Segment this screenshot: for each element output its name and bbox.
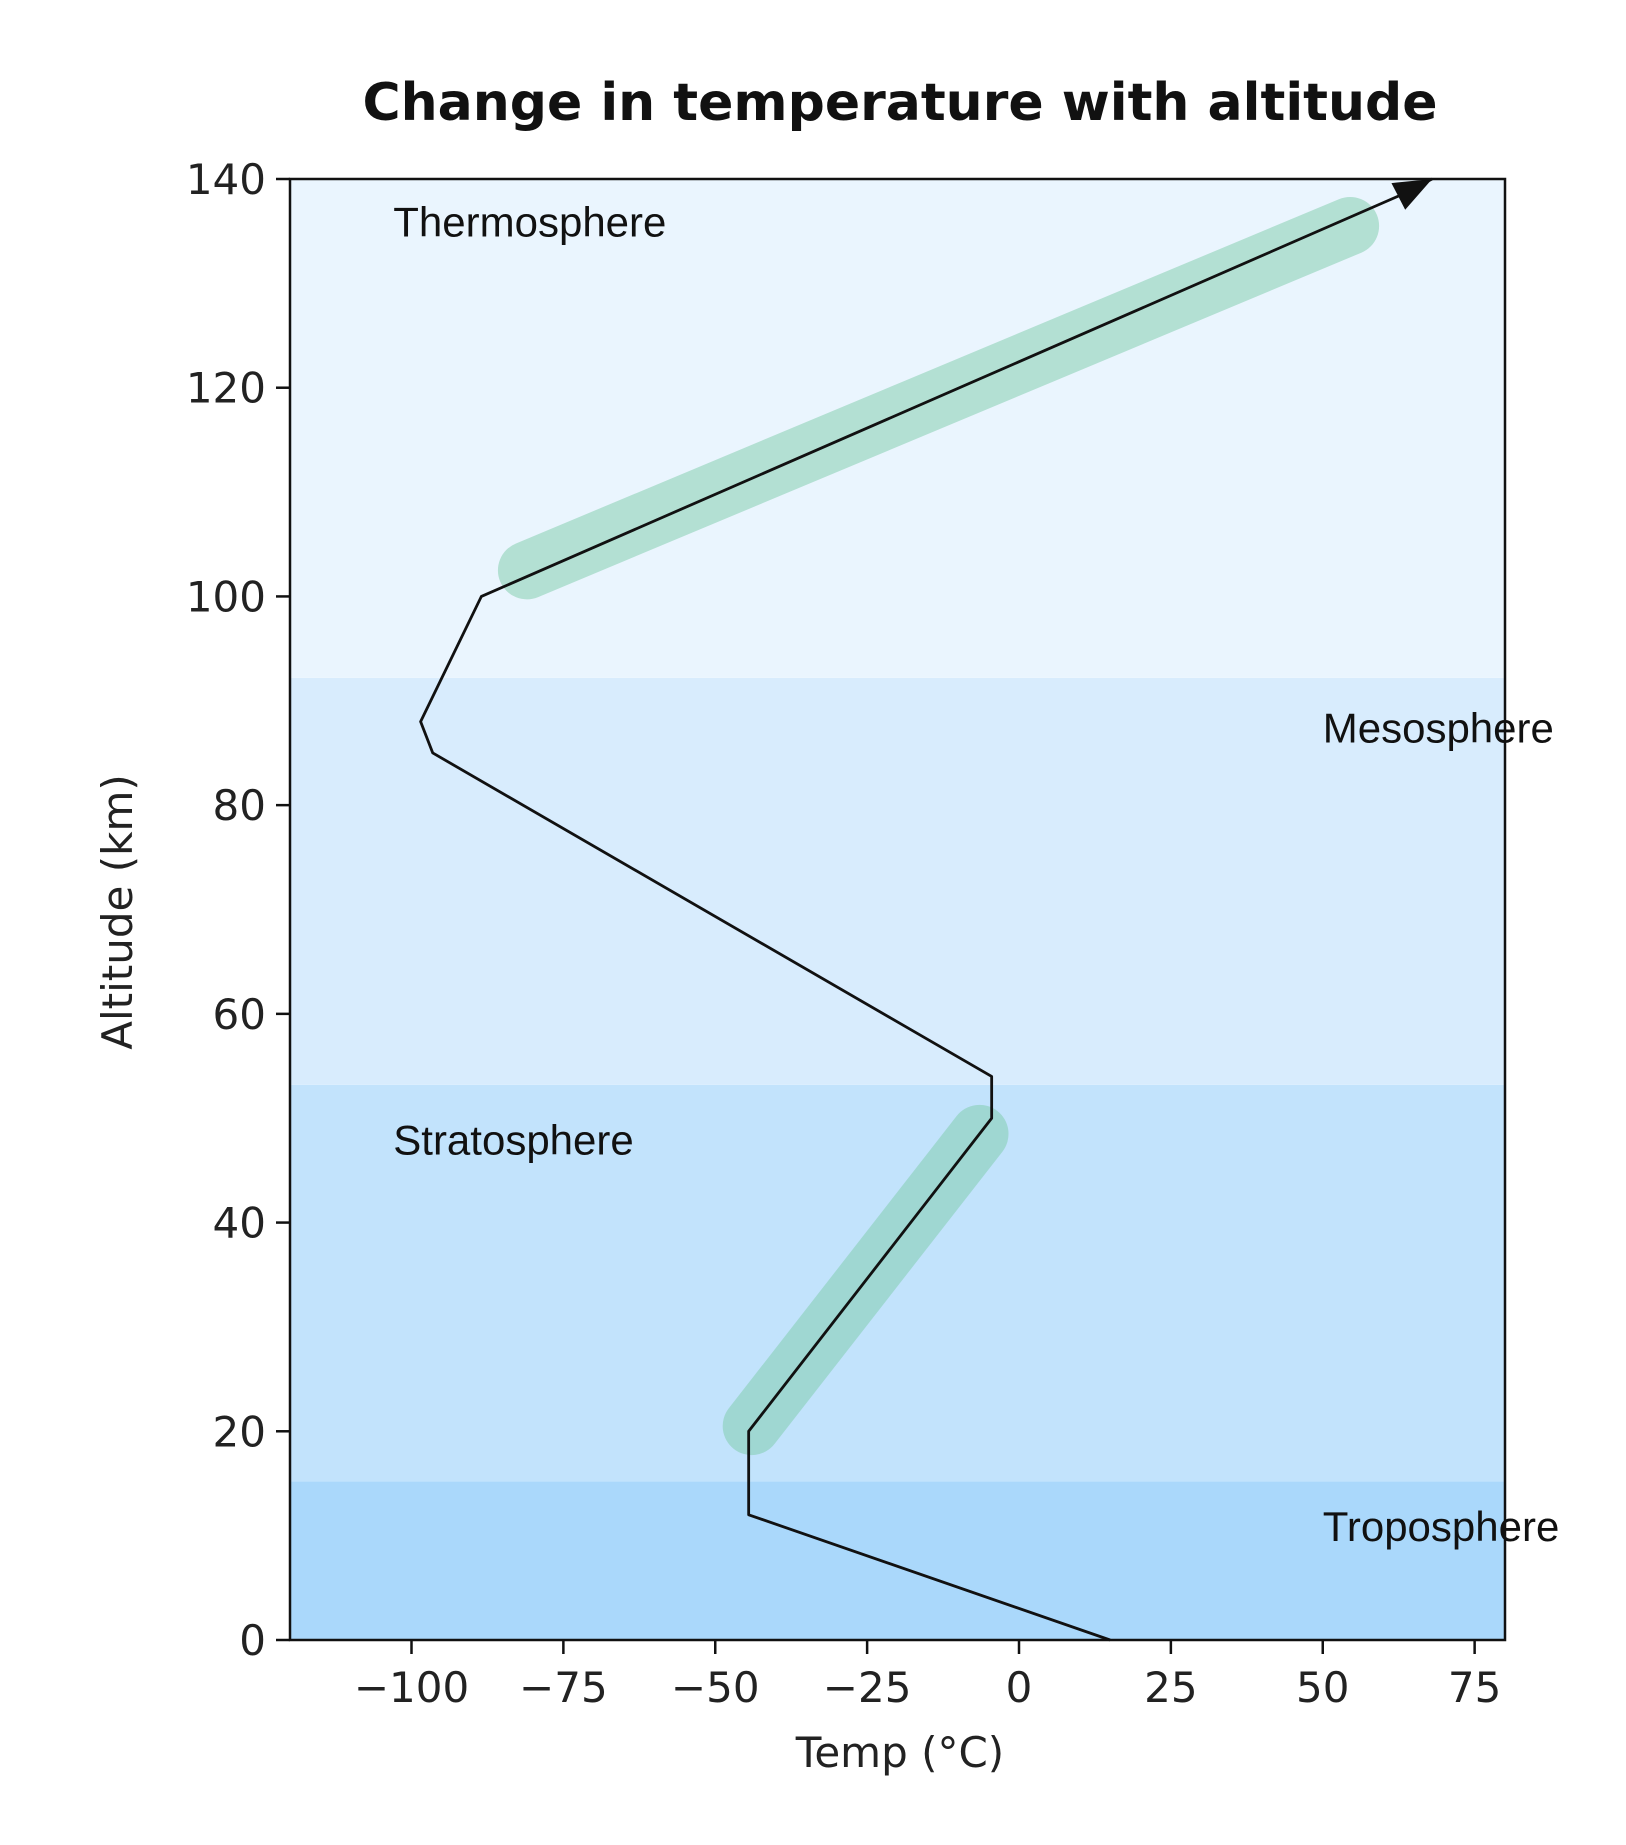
- y-axis-label: Altitude (km): [93, 774, 142, 1049]
- layer-label-mesosphere: Mesosphere: [1323, 705, 1554, 752]
- plot-frame: [288, 177, 1507, 1642]
- line-arrowhead: [1391, 179, 1433, 210]
- y-tick-label: 80: [213, 781, 266, 830]
- temperature-line: [419, 177, 1433, 1642]
- x-tick-label: −25: [823, 1663, 912, 1712]
- layer-label-troposphere: Troposphere: [1323, 1503, 1560, 1550]
- x-tick-label: 0: [1006, 1663, 1033, 1712]
- layer-band-mesosphere: [290, 677, 1505, 1085]
- x-tick-label: 75: [1448, 1663, 1501, 1712]
- x-tick-label: 25: [1144, 1663, 1197, 1712]
- x-axis-label: Temp (°C): [795, 1728, 1004, 1777]
- y-tick-label: 120: [186, 364, 266, 413]
- layer-label-thermosphere: Thermosphere: [393, 198, 666, 245]
- y-tick-label: 20: [213, 1407, 266, 1456]
- y-tick-label: 0: [239, 1616, 266, 1665]
- y-tick-label: 140: [186, 155, 266, 204]
- x-tick-label: −100: [354, 1663, 469, 1712]
- chart-title: Change in temperature with altitude: [362, 73, 1437, 133]
- layer-label-stratosphere: Stratosphere: [393, 1117, 633, 1164]
- x-axis-ticks: −100 −75 −50 −25 0 25 50 75: [354, 1640, 1501, 1712]
- x-tick-label: −50: [671, 1663, 760, 1712]
- temperature-series: [419, 177, 1433, 1642]
- y-tick-label: 100: [186, 572, 266, 621]
- x-tick-label: −75: [519, 1663, 608, 1712]
- layer-labels: Troposphere Stratosphere Mesosphere Thermos…: [393, 198, 1559, 1549]
- y-tick-label: 60: [213, 990, 266, 1039]
- y-axis-ticks: 0 20 40 60 80 100 120 140: [186, 155, 290, 1665]
- x-tick-label: 50: [1296, 1663, 1349, 1712]
- y-tick-label: 40: [213, 1199, 266, 1248]
- layer-band-troposphere: [290, 1481, 1505, 1640]
